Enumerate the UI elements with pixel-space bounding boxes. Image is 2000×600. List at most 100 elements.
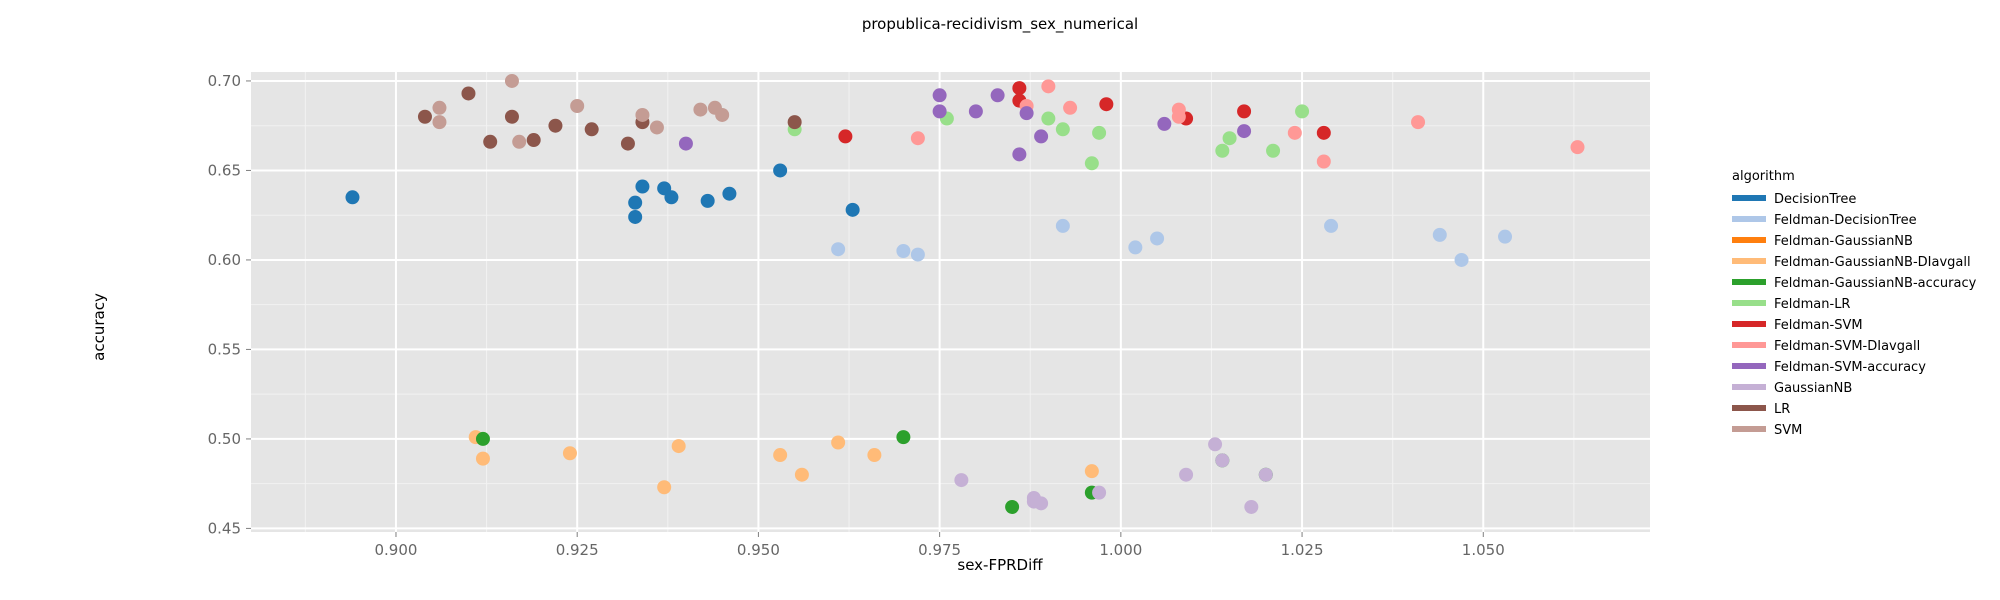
data-point (1055, 122, 1070, 137)
data-point (635, 179, 650, 194)
data-point (968, 104, 983, 119)
data-point (475, 451, 490, 466)
legend-swatch (1732, 195, 1766, 201)
legend-swatch (1732, 384, 1766, 390)
data-point (635, 107, 650, 122)
data-point (1324, 218, 1339, 233)
data-point (1215, 143, 1230, 158)
data-point (475, 431, 490, 446)
data-point (838, 129, 853, 144)
data-point (1150, 231, 1165, 246)
data-point (1128, 240, 1143, 255)
data-point (1258, 467, 1273, 482)
data-point (1208, 437, 1223, 452)
legend-label: LR (1774, 402, 1790, 417)
data-point (1237, 124, 1252, 139)
data-point (773, 163, 788, 178)
data-point (483, 134, 498, 149)
axis-ticks: 0.900 0.925 0.950 0.975 1.000 1.025 1.050 0.45 0… (208, 72, 1505, 559)
data-point (910, 247, 925, 262)
y-axis-label: accuracy (90, 293, 108, 361)
data-point (1266, 143, 1281, 158)
data-point (1063, 100, 1078, 115)
data-point (1316, 154, 1331, 169)
data-point (794, 467, 809, 482)
data-point (504, 109, 519, 124)
data-point (504, 73, 519, 88)
data-point (715, 107, 730, 122)
data-point (1237, 104, 1252, 119)
data-point (831, 242, 846, 257)
data-point (1041, 111, 1056, 126)
data-point (1092, 125, 1107, 140)
legend-label: Feldman-DecisionTree (1774, 213, 1917, 228)
data-point (417, 109, 432, 124)
data-point (1012, 81, 1027, 96)
data-point (1244, 499, 1259, 514)
legend-swatch (1732, 300, 1766, 306)
legend-label: Feldman-SVM-accuracy (1774, 360, 1926, 375)
data-point (1012, 147, 1027, 162)
data-point (548, 118, 563, 133)
data-point (432, 115, 447, 130)
legend-swatch (1732, 363, 1766, 369)
legend-label: Feldman-GaussianNB-accuracy (1774, 276, 1977, 291)
legend-swatch (1732, 216, 1766, 222)
data-point (1570, 140, 1585, 155)
data-point (1084, 156, 1099, 171)
x-tick-label: 0.975 (918, 541, 961, 559)
data-point (657, 480, 672, 495)
legend-label: Feldman-LR (1774, 297, 1850, 312)
data-point (345, 190, 360, 205)
legend-label: DecisionTree (1774, 192, 1856, 207)
data-point (1034, 129, 1049, 144)
data-point (1498, 229, 1513, 244)
y-tick-label: 0.65 (208, 161, 241, 179)
data-point (584, 122, 599, 137)
legend-label: SVM (1774, 423, 1802, 438)
data-point (700, 193, 715, 208)
data-point (570, 99, 585, 114)
data-point (722, 186, 737, 201)
x-tick-label: 1.050 (1462, 541, 1505, 559)
data-point (678, 136, 693, 151)
data-point (1432, 227, 1447, 242)
data-point (1005, 499, 1020, 514)
data-point (693, 102, 708, 117)
data-point (1034, 496, 1049, 511)
legend-label: Feldman-SVM (1774, 318, 1863, 333)
data-point (867, 448, 882, 463)
data-point (562, 446, 577, 461)
data-point (1411, 115, 1426, 130)
data-point (628, 195, 643, 210)
legend-swatch (1732, 342, 1766, 348)
legend-title: algorithm (1732, 169, 1795, 184)
data-point (461, 86, 476, 101)
data-point (1316, 125, 1331, 140)
y-tick-label: 0.70 (208, 72, 241, 90)
data-point (787, 115, 802, 130)
y-tick-label: 0.55 (208, 340, 241, 358)
legend-label: GaussianNB (1774, 381, 1852, 396)
x-tick-label: 0.900 (374, 541, 417, 559)
data-point (1454, 252, 1469, 267)
data-point (1157, 116, 1172, 131)
data-point (954, 473, 969, 488)
data-point (1222, 131, 1237, 146)
grid-lines (251, 72, 1650, 532)
data-point (1055, 218, 1070, 233)
data-point (845, 202, 860, 217)
x-tick-label: 0.925 (556, 541, 599, 559)
legend-swatch (1732, 237, 1766, 243)
x-axis-label: sex-FPRDiff (957, 556, 1043, 574)
data-point (432, 100, 447, 115)
legend-swatch (1732, 426, 1766, 432)
legend-label: Feldman-GaussianNB (1774, 234, 1913, 249)
data-point (526, 133, 541, 148)
chart-title: propublica-recidivism_sex_numerical (862, 15, 1138, 34)
y-tick-label: 0.45 (208, 519, 241, 537)
data-point (1287, 125, 1302, 140)
data-point (628, 209, 643, 224)
data-point (1295, 104, 1310, 119)
data-point (932, 88, 947, 103)
